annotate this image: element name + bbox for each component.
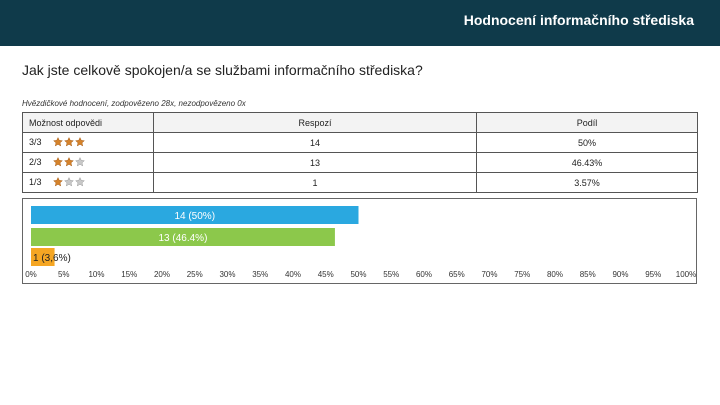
rating-cell: 3/3 (22, 132, 154, 153)
x-tick-label: 15% (121, 270, 137, 279)
rating-cell: 2/3 (22, 152, 154, 173)
rating-cell: 1/3 (22, 172, 154, 193)
response-summary: Hvězdičkové hodnocení, zodpovězeno 28x, … (22, 99, 246, 108)
table-row: 3/3 14 50% (22, 132, 698, 153)
page-title: Hodnocení informačního střediska (463, 12, 694, 28)
star-empty-icon (63, 176, 75, 186)
rating-label: 1/3 (29, 176, 42, 187)
response-share: 3.57% (476, 172, 698, 193)
bar-1-of-3 (31, 248, 55, 266)
star-filled-icon (52, 136, 64, 146)
star-rating-icon (52, 176, 87, 189)
response-share: 46.43% (476, 152, 698, 173)
results-table: Možnost odpovědi Respozí Podíl 3/3 14 50… (22, 112, 698, 193)
star-filled-icon (74, 136, 86, 146)
star-filled-icon (63, 156, 75, 166)
x-tick-label: 60% (416, 270, 432, 279)
bar-2-of-3 (31, 228, 335, 246)
x-tick-label: 80% (547, 270, 563, 279)
question-text: Jak jste celkově spokojen/a se službami … (22, 62, 423, 78)
column-header-responses: Respozí (153, 112, 477, 133)
x-tick-label: 95% (645, 270, 661, 279)
bar-data-label: 1 (3,6%) (33, 253, 71, 264)
star-rating-icon (52, 156, 87, 169)
rating-label: 3/3 (29, 136, 42, 147)
column-header-share: Podíl (476, 112, 698, 133)
x-tick-label: 35% (252, 270, 268, 279)
x-tick-label: 70% (481, 270, 497, 279)
response-count: 1 (153, 172, 477, 193)
table-row: 1/3 1 3.57% (22, 172, 698, 193)
x-tick-label: 20% (154, 270, 170, 279)
response-count: 14 (153, 132, 477, 153)
x-tick-label: 100% (676, 270, 696, 279)
bar-data-label: 14 (50%) (174, 211, 215, 222)
table-header-row: Možnost odpovědi Respozí Podíl (22, 112, 698, 133)
x-tick-label: 50% (350, 270, 366, 279)
x-tick-label: 55% (383, 270, 399, 279)
bar-3-of-3 (31, 206, 359, 224)
x-tick-label: 90% (612, 270, 628, 279)
star-filled-icon (52, 176, 64, 186)
star-empty-icon (74, 176, 86, 186)
x-tick-label: 65% (449, 270, 465, 279)
x-tick-label: 85% (580, 270, 596, 279)
x-tick-label: 5% (58, 270, 70, 279)
star-empty-icon (74, 156, 86, 166)
star-filled-icon (63, 136, 75, 146)
x-tick-label: 10% (88, 270, 104, 279)
rating-label: 2/3 (29, 156, 42, 167)
x-tick-label: 30% (219, 270, 235, 279)
x-tick-label: 75% (514, 270, 530, 279)
response-share: 50% (476, 132, 698, 153)
table-row: 2/3 13 46.43% (22, 152, 698, 173)
x-tick-label: 0% (25, 270, 37, 279)
x-tick-label: 25% (187, 270, 203, 279)
bar-data-label: 13 (46.4%) (158, 233, 207, 244)
star-rating-icon (52, 136, 87, 149)
x-tick-label: 40% (285, 270, 301, 279)
column-header-option: Možnost odpovědi (22, 112, 154, 133)
star-filled-icon (52, 156, 64, 166)
bar-chart: 14 (50%) 13 (46.4%) 1 (3,6%) 0% 5% 10% 15% 20% 2… (22, 198, 697, 284)
response-count: 13 (153, 152, 477, 173)
header-bar: Hodnocení informačního střediska (0, 0, 720, 46)
x-tick-label: 45% (318, 270, 334, 279)
bar-chart-svg: 14 (50%) 13 (46.4%) 1 (3,6%) 0% 5% 10% 15% 20% 2… (25, 206, 696, 279)
